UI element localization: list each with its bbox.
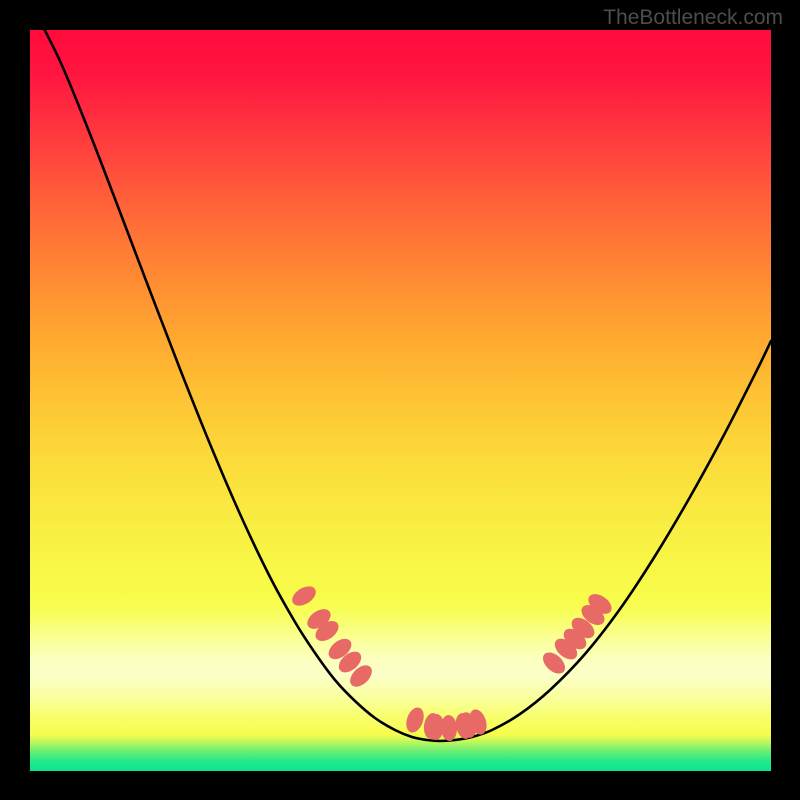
watermark-text: TheBottleneck.com [603,6,783,30]
chart-svg [30,30,771,771]
gradient-background [30,30,771,771]
plot-area [30,30,771,771]
